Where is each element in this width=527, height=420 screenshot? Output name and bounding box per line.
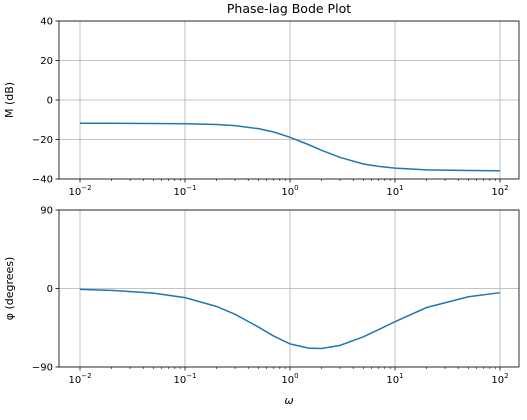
x-tick-label: 102	[491, 184, 508, 198]
y-tick-label: −40	[32, 175, 53, 186]
x-tick-label: 102	[491, 372, 508, 386]
x-tick-label: 100	[281, 372, 298, 386]
x-tick-label: 10−1	[173, 372, 196, 386]
x-tick-label: 101	[386, 372, 403, 386]
phase-plot: 10−2 10−1 100 101 102 90 0 −90 φ (degrees) ω	[3, 206, 520, 407]
y-tick-label: 40	[40, 17, 53, 28]
y-tick-label: 90	[40, 206, 53, 217]
y-tick-label: 0	[47, 96, 53, 107]
data-series-line	[79, 288, 501, 350]
x-tick-label: 101	[386, 184, 403, 198]
y-tick-label: 20	[40, 56, 53, 67]
y-axis-label: φ (degrees)	[3, 257, 16, 321]
x-tick-label: 10−2	[68, 184, 91, 198]
axes-frame	[58, 20, 520, 180]
x-tick-label: 100	[281, 184, 298, 198]
magnitude-plot: 10−2 10−1 100 101 102 40 20 0 −20 −40 M (dB) Phase-…	[3, 1, 520, 198]
x-tick-label: 10−2	[68, 372, 91, 386]
y-axis-label: M (dB)	[3, 82, 16, 118]
x-tick-label: 10−1	[173, 184, 196, 198]
data-series-line	[80, 122, 501, 172]
y-tick-label: −20	[32, 135, 53, 146]
x-axis-label: ω	[284, 394, 293, 407]
chart-title: Phase-lag Bode Plot	[227, 1, 351, 16]
y-tick-label: −90	[32, 363, 53, 374]
axes-frame	[58, 209, 520, 368]
y-tick-label: 0	[47, 284, 53, 295]
